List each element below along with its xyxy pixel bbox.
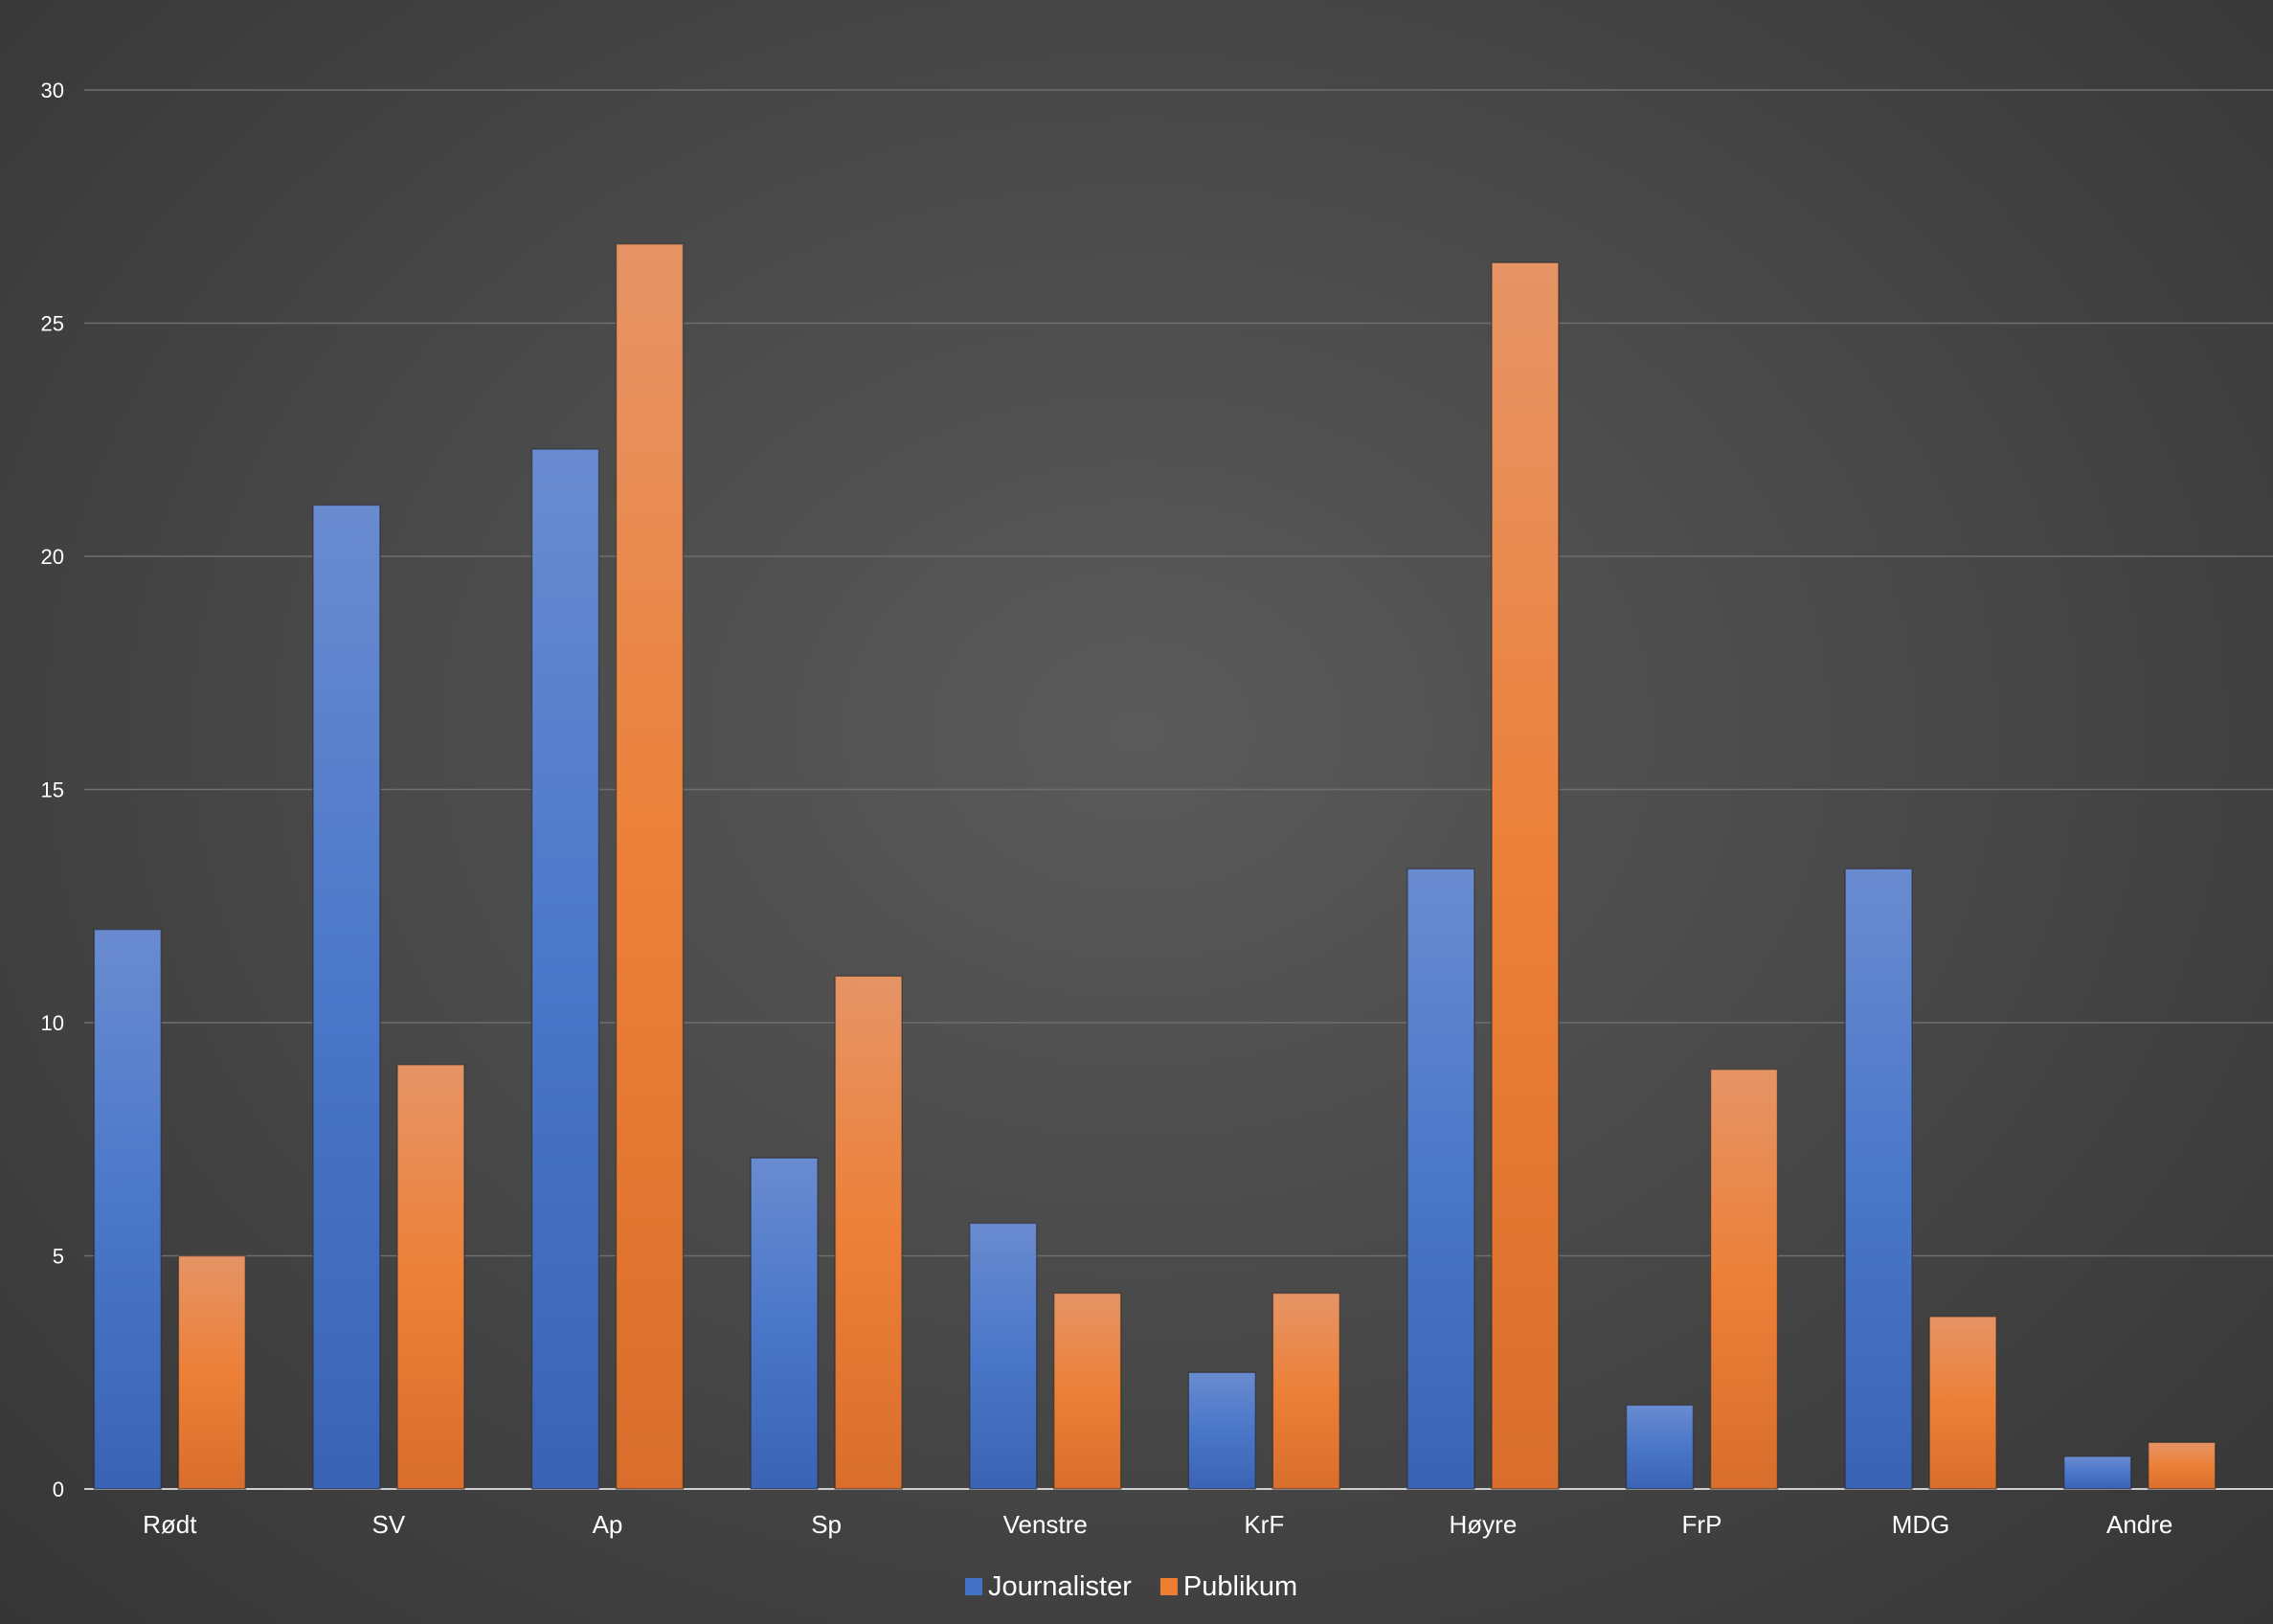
bar-publikum-ap bbox=[615, 242, 685, 1490]
x-category-label-krf: KrF bbox=[1244, 1510, 1284, 1539]
bar-journalister-krf bbox=[1187, 1371, 1257, 1490]
y-tick-label-0: 0 bbox=[53, 1477, 64, 1501]
bar-journalister-rodt bbox=[93, 928, 163, 1490]
bar-publikum-rodt bbox=[177, 1254, 247, 1490]
bar-journalister-andre bbox=[2062, 1455, 2132, 1490]
legend: Journalister Publikum bbox=[965, 1571, 1297, 1602]
x-category-label-andre: Andre bbox=[2106, 1510, 2172, 1539]
bar-publikum-sv bbox=[396, 1064, 465, 1490]
bar-journalister-hoyre bbox=[1407, 868, 1475, 1490]
bar-publikum-hoyre bbox=[1491, 261, 1560, 1490]
bar-publikum-sp bbox=[834, 975, 903, 1490]
legend-label-publikum: Publikum bbox=[1183, 1571, 1297, 1602]
bar-journalister-sp bbox=[750, 1157, 819, 1490]
bar-journalister-ap bbox=[530, 448, 600, 1490]
y-tick-label-5: 5 bbox=[53, 1245, 64, 1269]
y-tick-label-10: 10 bbox=[41, 1011, 64, 1035]
x-axis-category-labels: Rødt SV Ap Sp Venstre KrF Høyre FrP MDG Andre bbox=[143, 1510, 2172, 1539]
x-category-label-ap: Ap bbox=[593, 1510, 623, 1539]
legend-swatch-journalister bbox=[965, 1578, 982, 1595]
bar-publikum-andre bbox=[2147, 1441, 2217, 1490]
bars bbox=[93, 242, 2217, 1490]
legend-label-journalister: Journalister bbox=[988, 1571, 1132, 1602]
bar-publikum-krf bbox=[1272, 1292, 1341, 1490]
bar-journalister-sv bbox=[312, 504, 381, 1490]
x-category-label-sv: SV bbox=[372, 1510, 406, 1539]
bar-publikum-venstre bbox=[1052, 1292, 1122, 1490]
x-category-label-sp: Sp bbox=[811, 1510, 842, 1539]
y-tick-label-25: 25 bbox=[41, 312, 64, 336]
legend-swatch-publikum bbox=[1159, 1578, 1178, 1595]
y-tick-label-15: 15 bbox=[41, 778, 64, 802]
legend-item-publikum: Publikum bbox=[1159, 1571, 1297, 1602]
legend-item-journalister: Journalister bbox=[965, 1571, 1132, 1602]
y-tick-label-30: 30 bbox=[41, 79, 64, 102]
bar-publikum-frp bbox=[1709, 1068, 1779, 1490]
y-tick-label-20: 20 bbox=[41, 545, 64, 569]
bar-journalister-frp bbox=[1625, 1404, 1695, 1490]
bar-publikum-mdg bbox=[1928, 1316, 1997, 1490]
y-axis-tick-labels: 0 5 10 15 20 25 30 bbox=[41, 79, 64, 1501]
x-category-label-venstre: Venstre bbox=[1003, 1510, 1088, 1539]
bar-journalister-mdg bbox=[1844, 868, 1913, 1490]
bar-journalister-venstre bbox=[968, 1222, 1038, 1490]
x-category-label-hoyre: Høyre bbox=[1450, 1510, 1518, 1539]
x-category-label-frp: FrP bbox=[1682, 1510, 1722, 1539]
x-category-label-mdg: MDG bbox=[1892, 1510, 1950, 1539]
x-category-label-rodt: Rødt bbox=[143, 1510, 197, 1539]
